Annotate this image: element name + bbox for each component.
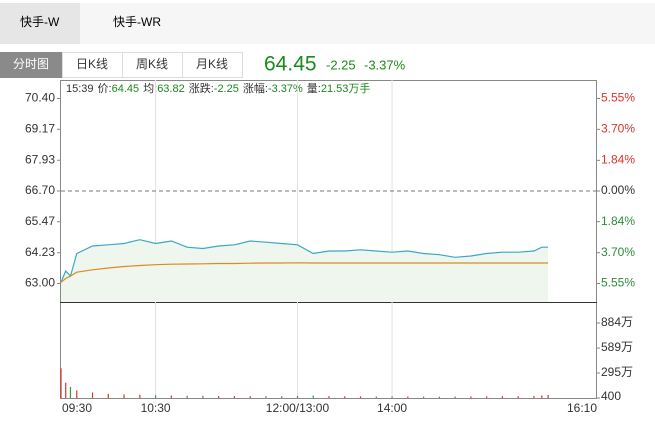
volume-bar	[541, 395, 543, 398]
volume-bar	[233, 396, 236, 398]
view-button[interactable]	[62, 52, 123, 78]
y-tick-label: 66.70	[25, 183, 55, 197]
y2-tick-label: 1.84%	[601, 153, 635, 167]
volume-bar	[470, 396, 472, 398]
x-tick-label: 16:10	[567, 401, 597, 415]
tab[interactable]: 快手-W	[20, 15, 60, 29]
volume-tick-label: 884万	[601, 315, 633, 329]
volume-bar	[328, 396, 330, 398]
info-time: 15:39	[66, 83, 94, 95]
y-tick-label: 70.40	[25, 91, 55, 105]
volume-bar	[375, 396, 377, 398]
volume-bar	[438, 396, 440, 398]
info-value: 63.82	[157, 83, 185, 95]
average-line	[60, 262, 549, 283]
view-button-selected[interactable]	[0, 52, 62, 78]
volume-bar	[391, 396, 393, 398]
view-label[interactable]: 日K线	[76, 57, 108, 71]
volume-bar	[547, 395, 549, 398]
tab-bar	[0, 3, 655, 44]
view-label[interactable]: 月K线	[196, 57, 228, 71]
x-tick-label: 09:30	[62, 401, 92, 415]
volume-bar	[202, 395, 204, 398]
volume-bar	[123, 394, 125, 398]
x-tick-label: 14:00	[377, 401, 407, 415]
volume-bar	[359, 396, 362, 398]
volume-bar	[76, 390, 78, 398]
y2-tick-label: 1.84%	[601, 214, 635, 228]
volume-bar	[154, 395, 157, 398]
info-label: 涨跌:	[189, 81, 214, 95]
volume-bar	[265, 396, 267, 398]
volume-bar	[486, 396, 488, 398]
volume-tick-label: 295万	[601, 365, 633, 379]
plot-frame	[60, 80, 597, 399]
tab-selected-bg	[0, 3, 80, 44]
y2-tick-label: 5.55%	[601, 276, 635, 290]
view-label[interactable]: 周K线	[136, 57, 168, 71]
info-value: 21.53万手	[321, 81, 371, 95]
volume-bar	[107, 393, 109, 398]
change: -2.25	[326, 57, 356, 72]
volume-bar	[344, 396, 346, 398]
info-value: -2.25	[214, 83, 239, 95]
y-tick-label: 63.00	[25, 276, 55, 290]
x-tick-label: 12:00/13:00	[266, 401, 330, 415]
info-label: 价:	[98, 82, 112, 95]
info-label: 涨幅:	[243, 82, 268, 95]
info-line: 15:39 价:64.45 均:63.82 涨跌:-2.25 涨幅:-3.37% 量:21…	[66, 81, 370, 95]
view-label[interactable]: 分时图	[13, 57, 49, 71]
y-tick-label: 69.17	[25, 121, 55, 135]
volume-bar	[407, 396, 409, 398]
price: 64.45	[264, 53, 317, 76]
volume-bar	[60, 368, 62, 398]
y2-tick-label: 3.70%	[601, 122, 635, 136]
volume-tick-label: 589万	[601, 340, 633, 354]
info-value: -3.37%	[268, 83, 303, 95]
price-line	[60, 239, 549, 283]
view-button[interactable]	[182, 52, 243, 78]
volume-bar	[281, 396, 283, 398]
volume-bar	[312, 395, 314, 398]
volume-bar	[170, 395, 172, 398]
volume-bar	[454, 396, 456, 398]
y2-tick-label: 3.70%	[601, 245, 635, 259]
volume-bar	[501, 396, 504, 398]
volume-bar	[249, 396, 251, 398]
info-value: 64.45	[112, 83, 140, 95]
volume-bar	[517, 396, 519, 398]
volume-bar	[69, 386, 72, 398]
price-area	[61, 239, 549, 302]
info-label: 量:	[307, 82, 321, 95]
info-label: 均:	[143, 82, 157, 95]
volume-bar	[422, 396, 425, 398]
y-tick-label: 65.47	[25, 214, 55, 228]
x-tick-label: 10:30	[141, 401, 171, 415]
y2-tick-label: 0.00%	[601, 183, 635, 197]
y-tick-label: 64.23	[25, 245, 55, 259]
volume-bar	[533, 396, 535, 398]
volume-bar	[218, 395, 220, 398]
volume-bar	[65, 382, 67, 398]
y2-tick-label: 5.55%	[601, 91, 635, 105]
volume-bar	[91, 392, 94, 398]
volume-bar	[296, 395, 299, 398]
tab[interactable]: 快手-WR	[113, 15, 161, 29]
volume-bar	[139, 394, 141, 398]
volume-tick-label: 400	[601, 389, 621, 403]
volume-bar	[186, 395, 188, 398]
change-pct: -3.37%	[364, 57, 406, 72]
y-tick-label: 67.93	[25, 152, 55, 166]
